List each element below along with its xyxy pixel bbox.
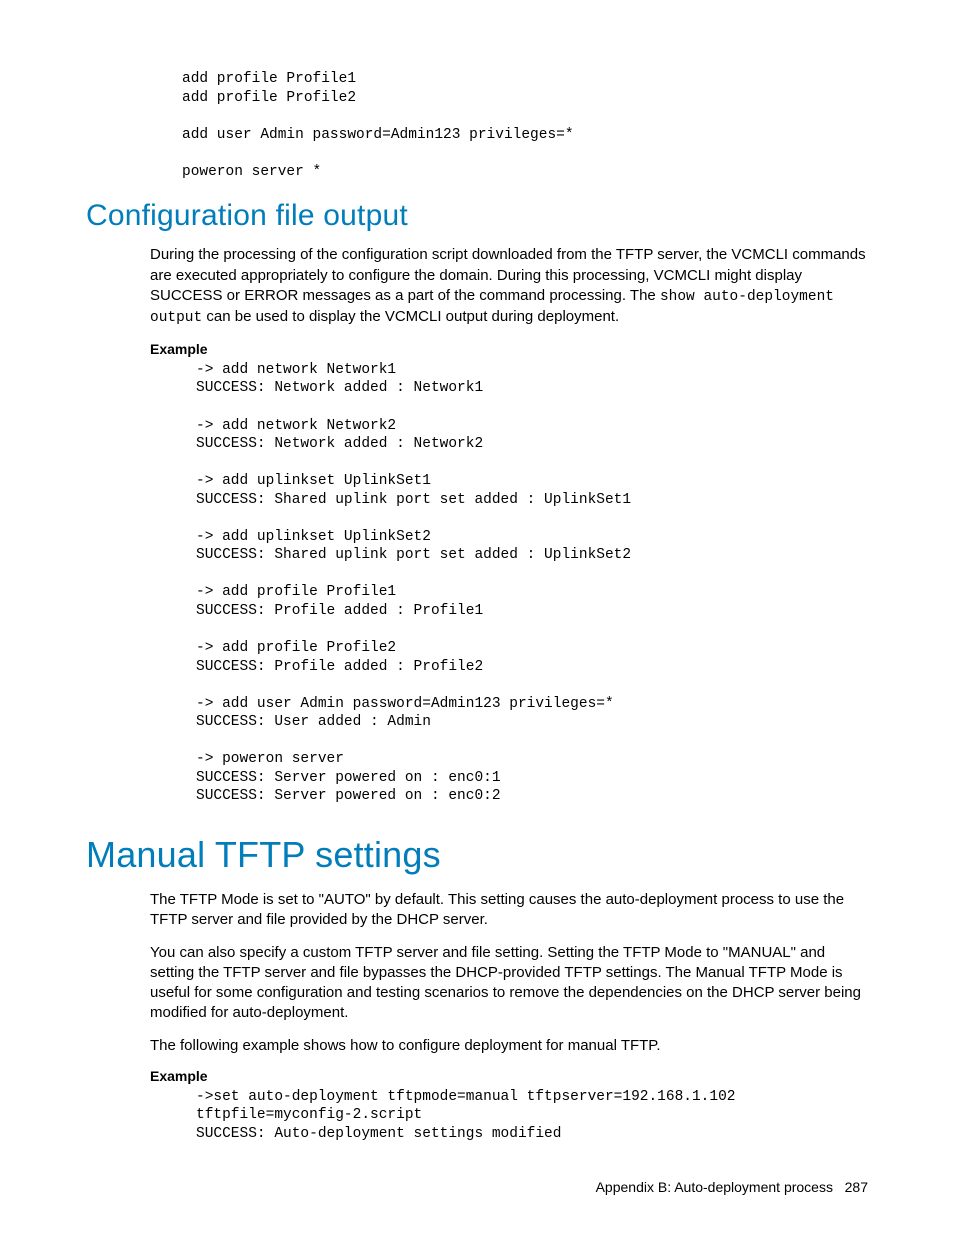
section1-paragraph: During the processing of the configurati… xyxy=(150,245,868,329)
top-code-block: add profile Profile1 add profile Profile… xyxy=(182,70,868,181)
section2-example-label: Example xyxy=(150,1068,868,1084)
section1-example-label: Example xyxy=(150,341,868,357)
section2-para3: The following example shows how to confi… xyxy=(150,1036,868,1056)
section1-para-post: can be used to display the VCMCLI output… xyxy=(202,308,619,325)
section1-example-code: -> add network Network1 SUCCESS: Network… xyxy=(196,361,868,806)
footer-page-number: 287 xyxy=(845,1179,868,1195)
page-footer: Appendix B: Auto-deployment process 287 xyxy=(596,1179,868,1195)
section-heading-config-output: Configuration file output xyxy=(86,199,868,233)
section2-para2: You can also specify a custom TFTP serve… xyxy=(150,943,868,1024)
section2-para1: The TFTP Mode is set to "AUTO" by defaul… xyxy=(150,890,868,931)
section2-example-code: ->set auto-deployment tftpmode=manual tf… xyxy=(196,1088,868,1144)
document-page: add profile Profile1 add profile Profile… xyxy=(0,0,954,1235)
section-heading-manual-tftp: Manual TFTP settings xyxy=(86,834,868,876)
footer-text: Appendix B: Auto-deployment process xyxy=(596,1179,833,1195)
